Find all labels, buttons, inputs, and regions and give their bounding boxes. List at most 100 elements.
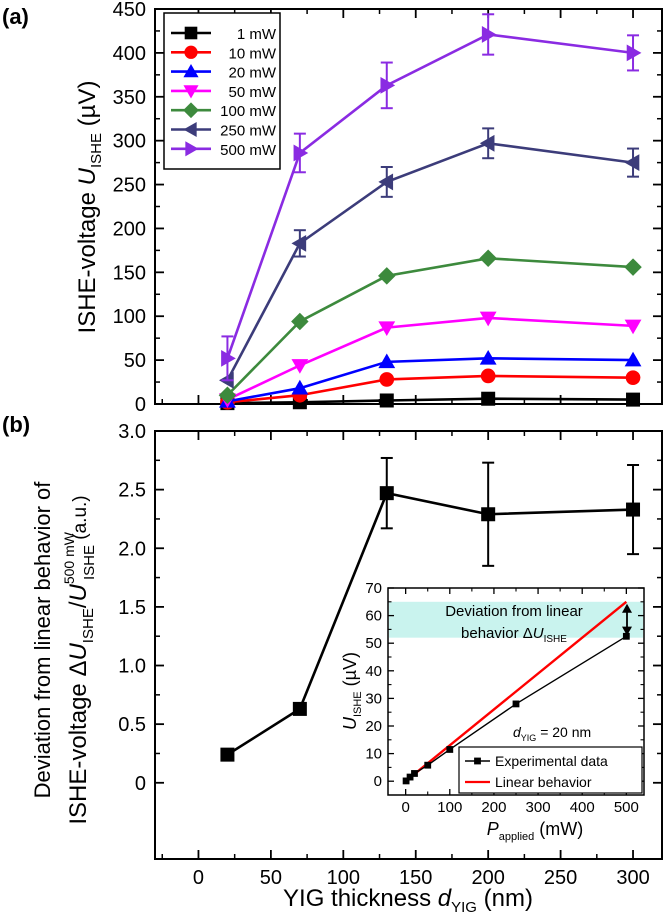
b-point-3 bbox=[481, 507, 496, 522]
b-point-2 bbox=[379, 486, 394, 501]
a-ytick-label-5: 250 bbox=[113, 175, 146, 197]
a-legend-label-2: 20 mW bbox=[228, 65, 276, 82]
a-series-1-point-4 bbox=[625, 370, 641, 386]
inset-legend-box bbox=[458, 746, 643, 794]
in-xtick-label-0: 0 bbox=[401, 799, 409, 816]
a-series-line-6 bbox=[226, 33, 634, 359]
a-series-line-2 bbox=[227, 357, 634, 403]
in-xtick-label-1: 100 bbox=[437, 799, 462, 816]
a-series-1-point-3 bbox=[480, 368, 496, 384]
a-ytick-label-2: 100 bbox=[113, 306, 146, 328]
a-series-3-point-4 bbox=[624, 319, 642, 335]
in-xtick-label-2: 200 bbox=[481, 799, 506, 816]
a-series-line-0 bbox=[227, 397, 634, 405]
a-legend-marker-1 bbox=[184, 45, 198, 59]
panel-a-ylabel: ISHE-voltage UISHE (µV) bbox=[74, 81, 105, 334]
inset-chart: 0 100 200 300 400 500 0 10 20 30 40 50 60 70 Deviatio… bbox=[340, 580, 645, 843]
b-point-1 bbox=[292, 701, 307, 716]
a-legend-label-3: 50 mW bbox=[228, 84, 276, 101]
a-legend-label-4: 100 mW bbox=[220, 103, 277, 120]
a-series-4-point-3 bbox=[479, 249, 497, 268]
a-series-0-point-2 bbox=[379, 393, 394, 408]
inset-legend: Experimental data Linear behavior bbox=[458, 746, 643, 794]
panel-b-ylabel-line1: Deviation from linear behavior of bbox=[30, 481, 55, 799]
a-legend-label-0: 1 mW bbox=[237, 26, 277, 43]
a-legend-marker-3 bbox=[183, 85, 199, 99]
in-ytick-label-2: 20 bbox=[365, 718, 382, 735]
inset-arrow-head-down bbox=[622, 626, 632, 636]
panel-b-frame bbox=[154, 430, 663, 860]
inset-experimental-point-6 bbox=[622, 632, 630, 640]
inset-experimental-point-5 bbox=[512, 700, 520, 708]
in-ytick-label-0: 0 bbox=[374, 773, 382, 790]
in-xtick-label-4: 400 bbox=[570, 799, 595, 816]
b-point-0 bbox=[220, 747, 235, 762]
a-series-3-point-2 bbox=[378, 321, 396, 337]
b-xtick-label-6: 300 bbox=[616, 867, 649, 889]
in-legend-label-1: Linear behavior bbox=[495, 774, 592, 790]
a-legend-label-6: 500 mW bbox=[220, 142, 277, 159]
a-series-5-point-4 bbox=[624, 154, 640, 172]
a-series-1-point-2 bbox=[379, 372, 395, 387]
a-ytick-label-9: 450 bbox=[113, 0, 146, 21]
in-ytick-label-7: 70 bbox=[365, 580, 382, 597]
a-series-6-point-2 bbox=[380, 76, 396, 94]
panel-b-ylabel-line2: ISHE-voltage ΔUISHE/U500 mW ISHE (a.u.) bbox=[61, 495, 98, 824]
a-series-3-point-1 bbox=[291, 359, 309, 374]
a-series-4-point-1 bbox=[291, 312, 309, 331]
a-ytick-label-0: 0 bbox=[135, 394, 146, 416]
a-legend-label-1: 10 mW bbox=[228, 45, 276, 62]
a-ytick-label-1: 50 bbox=[124, 350, 146, 372]
a-legend-marker-0 bbox=[184, 26, 198, 40]
a-series-5-point-2 bbox=[378, 173, 394, 191]
in-ytick-label-4: 40 bbox=[365, 663, 382, 680]
b-point-4 bbox=[626, 502, 641, 517]
inset-experimental-point-3 bbox=[424, 761, 432, 769]
inset-thickness-label: dYIG = 20 nm bbox=[513, 724, 591, 743]
a-series-5-point-3 bbox=[479, 134, 495, 152]
panel-a-ticks: 0 50 100 150 200 250 300 350 400 450 bbox=[113, 0, 662, 416]
a-series-0-point-3 bbox=[481, 391, 496, 406]
a-series-line-5 bbox=[226, 141, 634, 381]
inset-ylabel: UISHE (µV) bbox=[340, 652, 364, 730]
a-ytick-label-6: 300 bbox=[113, 131, 146, 153]
b-ytick-label-1: 0.5 bbox=[118, 714, 146, 736]
b-xtick-label-3: 150 bbox=[399, 867, 432, 889]
in-legend-label-0: Experimental data bbox=[495, 753, 608, 769]
panel-b-xlabel: YIG thickness dYIG (nm) bbox=[283, 885, 533, 916]
in-ytick-label-1: 10 bbox=[365, 746, 382, 763]
panel-b-label: (b) bbox=[2, 412, 30, 437]
b-ytick-label-6: 3.0 bbox=[118, 421, 146, 443]
panel-b-series bbox=[220, 456, 641, 762]
b-ytick-label-0: 0 bbox=[135, 773, 146, 795]
a-series-2-point-1 bbox=[291, 379, 309, 395]
b-xtick-label-0: 0 bbox=[193, 867, 204, 889]
in-xtick-label-3: 300 bbox=[526, 799, 551, 816]
in-ytick-label-5: 50 bbox=[365, 635, 382, 652]
b-xtick-label-5: 250 bbox=[544, 867, 577, 889]
a-series-2-point-4 bbox=[624, 351, 642, 367]
a-series-2-point-2 bbox=[378, 353, 396, 369]
a-legend-marker-5 bbox=[183, 121, 197, 138]
b-ytick-label-4: 2.0 bbox=[118, 538, 146, 560]
b-xtick-label-2: 100 bbox=[327, 867, 360, 889]
inset-series bbox=[402, 600, 630, 785]
a-series-6-point-4 bbox=[626, 44, 642, 62]
in-legend-marker-0 bbox=[474, 757, 481, 765]
inset-experimental-point-0 bbox=[402, 777, 410, 785]
a-series-6-point-1 bbox=[293, 144, 309, 162]
a-ytick-label-7: 350 bbox=[113, 87, 146, 109]
a-legend-marker-6 bbox=[185, 141, 199, 157]
b-xtick-label-4: 200 bbox=[471, 867, 504, 889]
inset-linear-line bbox=[404, 600, 628, 783]
in-xtick-label-5: 500 bbox=[614, 799, 639, 816]
panel-a-chart: 0 50 100 150 200 250 300 350 400 450 1 mW 10 mW 20 … bbox=[74, 0, 663, 416]
a-ytick-label-4: 200 bbox=[113, 218, 146, 240]
inset-experimental-point-2 bbox=[411, 770, 418, 777]
a-series-4-point-0 bbox=[218, 386, 237, 404]
a-legend-marker-2 bbox=[183, 64, 199, 78]
a-series-6-point-3 bbox=[481, 26, 497, 43]
inset-deviation-arrow bbox=[622, 603, 632, 636]
